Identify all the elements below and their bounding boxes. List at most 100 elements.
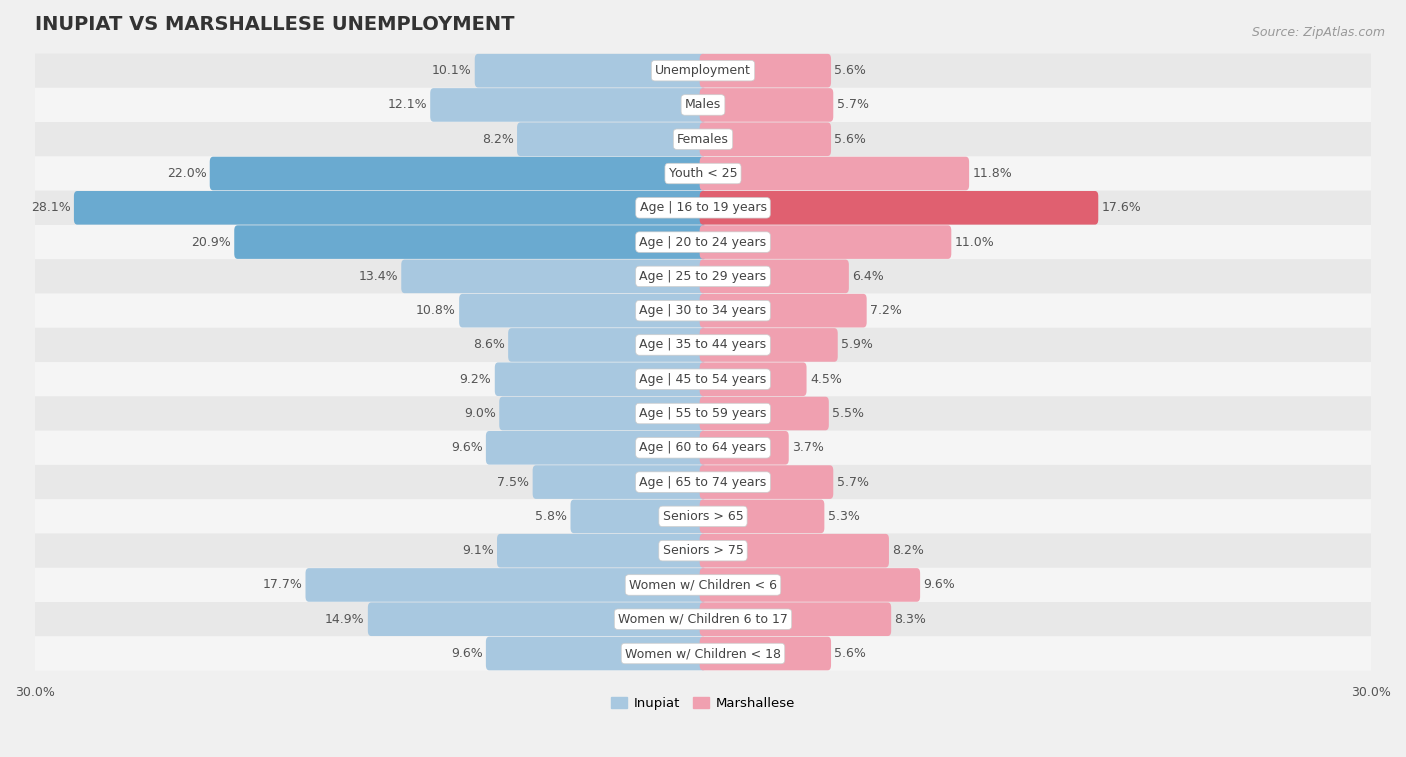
Text: 7.2%: 7.2% [870,304,901,317]
Text: 17.7%: 17.7% [263,578,302,591]
Text: 5.6%: 5.6% [834,647,866,660]
FancyBboxPatch shape [209,157,706,190]
FancyBboxPatch shape [35,259,1371,294]
Text: Females: Females [678,132,728,146]
Text: Seniors > 65: Seniors > 65 [662,510,744,523]
Text: 3.7%: 3.7% [792,441,824,454]
FancyBboxPatch shape [35,157,1371,191]
Text: 9.6%: 9.6% [924,578,955,591]
Text: 9.6%: 9.6% [451,441,482,454]
FancyBboxPatch shape [700,466,834,499]
Text: 5.9%: 5.9% [841,338,873,351]
FancyBboxPatch shape [571,500,706,533]
FancyBboxPatch shape [368,603,706,636]
Text: Age | 25 to 29 years: Age | 25 to 29 years [640,270,766,283]
Text: Age | 60 to 64 years: Age | 60 to 64 years [640,441,766,454]
Text: 11.0%: 11.0% [955,235,994,248]
FancyBboxPatch shape [35,294,1371,328]
FancyBboxPatch shape [495,363,706,396]
FancyBboxPatch shape [35,191,1371,225]
FancyBboxPatch shape [700,637,831,670]
FancyBboxPatch shape [517,123,706,156]
Text: Age | 16 to 19 years: Age | 16 to 19 years [640,201,766,214]
Text: Unemployment: Unemployment [655,64,751,77]
Text: Women w/ Children < 18: Women w/ Children < 18 [626,647,780,660]
Text: 12.1%: 12.1% [387,98,427,111]
Text: 10.8%: 10.8% [416,304,456,317]
Text: 14.9%: 14.9% [325,612,364,626]
Text: Seniors > 75: Seniors > 75 [662,544,744,557]
FancyBboxPatch shape [35,431,1371,465]
Text: 6.4%: 6.4% [852,270,884,283]
FancyBboxPatch shape [700,397,828,430]
Text: 9.1%: 9.1% [463,544,494,557]
Text: 8.6%: 8.6% [472,338,505,351]
FancyBboxPatch shape [35,88,1371,122]
FancyBboxPatch shape [700,294,866,328]
Text: Age | 45 to 54 years: Age | 45 to 54 years [640,372,766,386]
Text: 9.0%: 9.0% [464,407,496,420]
FancyBboxPatch shape [700,569,920,602]
Text: Source: ZipAtlas.com: Source: ZipAtlas.com [1251,26,1385,39]
FancyBboxPatch shape [496,534,706,568]
FancyBboxPatch shape [700,363,807,396]
Text: 5.8%: 5.8% [536,510,567,523]
FancyBboxPatch shape [499,397,706,430]
FancyBboxPatch shape [700,328,838,362]
Text: 5.3%: 5.3% [828,510,859,523]
FancyBboxPatch shape [533,466,706,499]
FancyBboxPatch shape [430,88,706,122]
Text: 13.4%: 13.4% [359,270,398,283]
FancyBboxPatch shape [700,603,891,636]
Text: 5.7%: 5.7% [837,98,869,111]
Text: 17.6%: 17.6% [1102,201,1142,214]
FancyBboxPatch shape [305,569,706,602]
Text: Age | 20 to 24 years: Age | 20 to 24 years [640,235,766,248]
FancyBboxPatch shape [700,54,831,88]
FancyBboxPatch shape [35,602,1371,637]
FancyBboxPatch shape [700,226,952,259]
FancyBboxPatch shape [35,465,1371,499]
FancyBboxPatch shape [401,260,706,293]
FancyBboxPatch shape [700,123,831,156]
FancyBboxPatch shape [35,534,1371,568]
FancyBboxPatch shape [460,294,706,328]
FancyBboxPatch shape [35,499,1371,534]
Legend: Inupiat, Marshallese: Inupiat, Marshallese [606,691,800,715]
FancyBboxPatch shape [508,328,706,362]
Text: 11.8%: 11.8% [973,167,1012,180]
FancyBboxPatch shape [486,637,706,670]
Text: 5.5%: 5.5% [832,407,865,420]
Text: 7.5%: 7.5% [498,475,529,488]
FancyBboxPatch shape [486,431,706,465]
Text: 5.6%: 5.6% [834,132,866,146]
Text: 8.3%: 8.3% [894,612,927,626]
Text: 8.2%: 8.2% [482,132,513,146]
FancyBboxPatch shape [235,226,706,259]
FancyBboxPatch shape [700,191,1098,225]
FancyBboxPatch shape [700,500,824,533]
FancyBboxPatch shape [700,88,834,122]
Text: Age | 55 to 59 years: Age | 55 to 59 years [640,407,766,420]
Text: Women w/ Children 6 to 17: Women w/ Children 6 to 17 [619,612,787,626]
Text: 10.1%: 10.1% [432,64,471,77]
FancyBboxPatch shape [35,225,1371,259]
FancyBboxPatch shape [700,431,789,465]
FancyBboxPatch shape [475,54,706,88]
Text: 9.2%: 9.2% [460,372,492,386]
FancyBboxPatch shape [35,54,1371,88]
Text: 5.6%: 5.6% [834,64,866,77]
FancyBboxPatch shape [700,534,889,568]
Text: 8.2%: 8.2% [893,544,924,557]
Text: Age | 30 to 34 years: Age | 30 to 34 years [640,304,766,317]
FancyBboxPatch shape [700,157,969,190]
FancyBboxPatch shape [35,637,1371,671]
Text: 4.5%: 4.5% [810,372,842,386]
FancyBboxPatch shape [35,568,1371,602]
Text: Age | 65 to 74 years: Age | 65 to 74 years [640,475,766,488]
FancyBboxPatch shape [75,191,706,225]
FancyBboxPatch shape [700,260,849,293]
FancyBboxPatch shape [35,122,1371,157]
Text: Age | 35 to 44 years: Age | 35 to 44 years [640,338,766,351]
FancyBboxPatch shape [35,362,1371,397]
